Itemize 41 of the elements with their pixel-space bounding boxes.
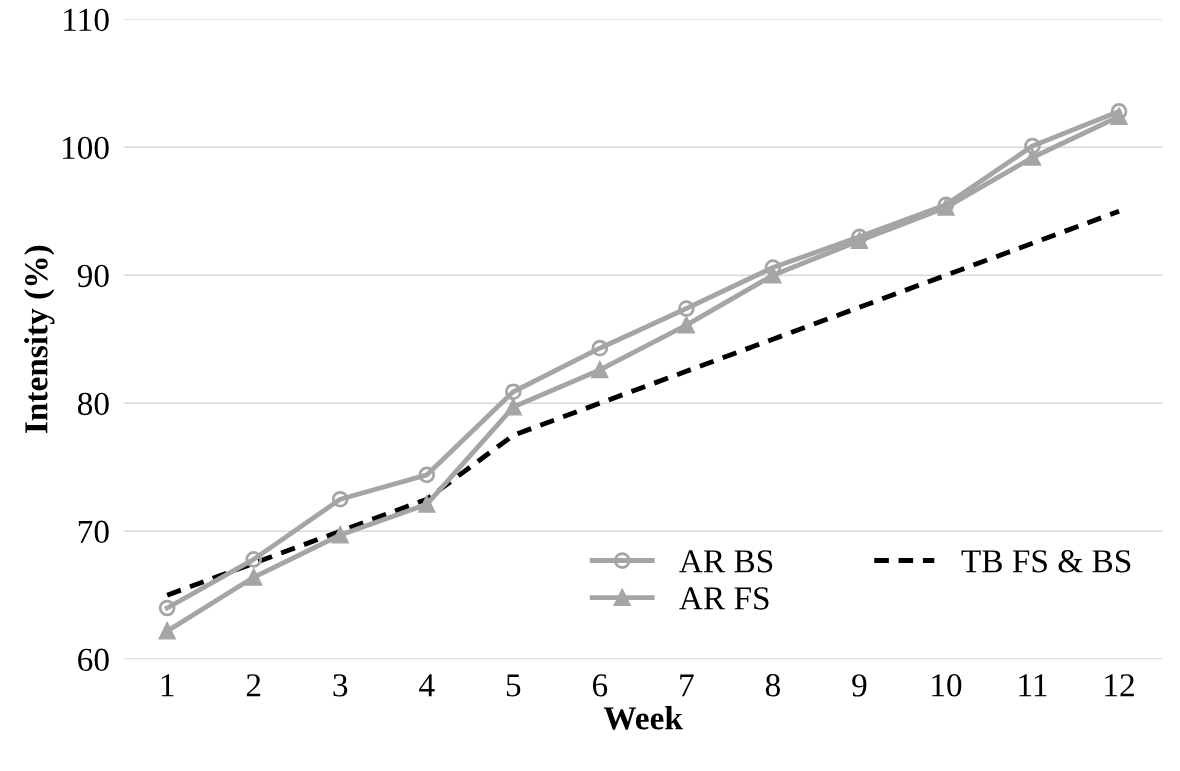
point: [331, 490, 349, 508]
x-tick-label: 3: [333, 674, 348, 697]
legend-label: AR FS: [679, 587, 769, 610]
y-tick-label: 90: [77, 264, 109, 288]
y-tick-label: 70: [78, 520, 109, 544]
point: [418, 496, 436, 513]
y-tick-label: 80: [77, 392, 109, 416]
legend-label: TB FS & BS: [961, 550, 1131, 573]
x-tick-label: 5: [506, 674, 521, 697]
x-tick-label: 9: [852, 674, 867, 697]
y-tick-label: 110: [64, 8, 109, 32]
x-tick-label: 6: [592, 674, 608, 697]
x-tick-label: 10: [932, 674, 962, 697]
point: [418, 466, 436, 484]
point: [1024, 149, 1041, 166]
y-tick-label: 100: [62, 136, 109, 160]
point: [245, 568, 263, 586]
point: [1024, 137, 1041, 155]
point: [331, 526, 349, 544]
point: [504, 398, 522, 416]
point: [504, 383, 522, 401]
x-tick-label: 11: [1019, 674, 1047, 697]
legend-label: AR BS: [679, 550, 773, 573]
x-tick-label: 8: [765, 674, 780, 697]
y-axis-title: Intensity (%): [24, 245, 55, 434]
point: [678, 300, 695, 317]
y-tick-label: 60: [78, 648, 109, 672]
x-tick-label: 12: [1105, 674, 1134, 697]
point: [158, 599, 176, 617]
x-tick-label: 1: [161, 674, 174, 697]
point: [158, 622, 176, 640]
point: [764, 259, 782, 276]
x-tick-label: 7: [680, 674, 694, 697]
point: [245, 551, 263, 568]
point: [591, 339, 609, 357]
point: [1110, 103, 1128, 120]
x-tick-label: 2: [246, 674, 261, 697]
x-axis-title: Week: [603, 706, 683, 730]
point: [591, 361, 609, 379]
point: [678, 316, 695, 334]
x-tick-label: 4: [419, 674, 435, 697]
